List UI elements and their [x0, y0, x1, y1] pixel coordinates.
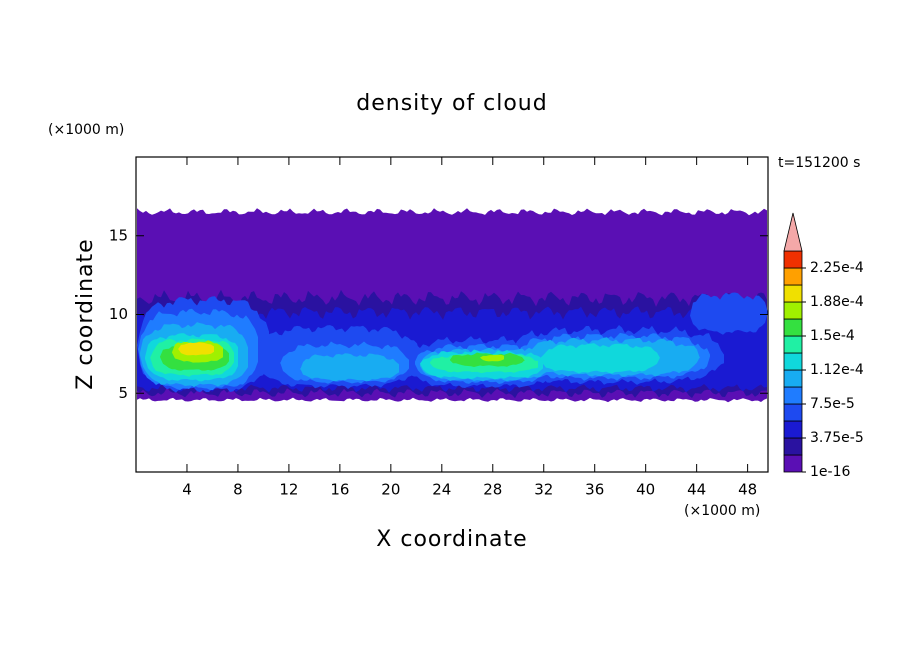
- colorbar-extension: [783, 212, 803, 252]
- y-tick-label: 5: [118, 384, 128, 402]
- colorbar-tick-label: 1.88e-4: [810, 294, 864, 310]
- y-tick-label: 15: [109, 226, 128, 244]
- time-annotation: t=151200 s: [778, 155, 860, 171]
- chart-title: density of cloud: [356, 91, 547, 116]
- colorbar-band: [783, 267, 803, 286]
- x-tick-label: 8: [233, 481, 243, 499]
- x-tick-label: 12: [279, 481, 298, 499]
- x-unit: (×1000 m): [684, 503, 760, 519]
- y-tick-label: 10: [109, 305, 128, 323]
- x-tick-label: 40: [636, 481, 655, 499]
- contour-field: [137, 208, 768, 403]
- contour-region: [178, 342, 214, 356]
- colorbar-band: [783, 437, 803, 456]
- colorbar-band: [783, 454, 803, 473]
- x-tick-label: 16: [330, 481, 349, 499]
- colorbar-band: [783, 335, 803, 354]
- colorbar-band: [783, 352, 803, 371]
- x-tick-label: 36: [585, 481, 604, 499]
- colorbar-tick-label: 2.25e-4: [810, 260, 864, 276]
- colorbar-band: [783, 250, 803, 269]
- contour-region: [690, 292, 768, 335]
- y-axis-label: Z coordinate: [73, 238, 98, 389]
- colorbar-tick-label: 1e-16: [810, 464, 850, 480]
- x-tick-label: 4: [182, 481, 192, 499]
- contour-region: [540, 343, 660, 374]
- contour-region: [300, 353, 399, 382]
- contour-region: [480, 354, 504, 362]
- colorbar-tick-label: 7.5e-5: [810, 396, 855, 412]
- colorbar-band: [783, 420, 803, 439]
- x-tick-label: 28: [483, 481, 502, 499]
- colorbar-band: [783, 284, 803, 303]
- colorbar-tick-label: 1.5e-4: [810, 328, 855, 344]
- axes: 4 8 12 16 20 24 28 32 36 40 44 48510151e-163.75e-57…: [109, 156, 864, 499]
- y-unit: (×1000 m): [48, 122, 124, 138]
- x-tick-label: 48: [738, 481, 757, 499]
- colorbar-tick-label: 1.12e-4: [810, 362, 864, 378]
- colorbar-band: [783, 301, 803, 320]
- colorbar-tick-label: 3.75e-5: [810, 430, 864, 446]
- colorbar-band: [783, 369, 803, 388]
- colorbar-band: [783, 403, 803, 422]
- x-tick-label: 32: [534, 481, 553, 499]
- x-tick-label: 20: [381, 481, 400, 499]
- colorbar-band: [783, 386, 803, 405]
- x-tick-label: 24: [432, 481, 451, 499]
- x-axis-label: X coordinate: [376, 527, 527, 552]
- x-tick-label: 44: [687, 481, 706, 499]
- colorbar-band: [783, 318, 803, 337]
